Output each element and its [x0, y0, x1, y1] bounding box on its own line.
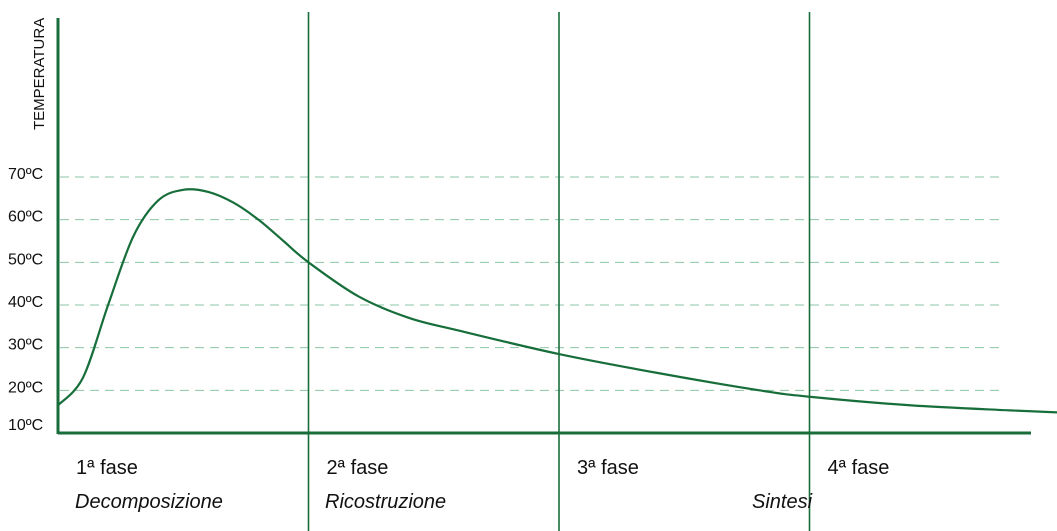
phase-name-label: Sintesi	[752, 491, 813, 513]
phase-number-label: 2ª fase	[327, 457, 389, 479]
phase-number-label: 3ª fase	[577, 457, 639, 479]
y-tick-label: 40ºC	[8, 294, 43, 311]
phase-name-label: Decomposizione	[75, 491, 223, 513]
y-tick-labels: 70ºC 60ºC 50ºC 40ºC 30ºC 20ºC 10ºC	[8, 166, 43, 434]
phase-number-label: 1ª fase	[76, 457, 138, 479]
phase-name-label: Ricostruzione	[325, 491, 446, 513]
y-tick-label: 60ºC	[8, 209, 43, 226]
y-tick-label: 20ºC	[8, 379, 43, 396]
grid-lines	[60, 176, 1002, 391]
phase-labels: 1ª fase Decomposizione 2ª fase Ricostruzion…	[75, 457, 889, 513]
y-tick-label: 10ºC	[8, 417, 43, 434]
y-axis-label: TEMPERATURA	[31, 18, 48, 130]
temperature-curve	[57, 188, 1057, 414]
y-tick-label: 30ºC	[8, 337, 43, 354]
y-tick-label: 70ºC	[8, 166, 43, 183]
phase-dividers	[307, 12, 811, 531]
phase-number-label: 4ª fase	[828, 457, 890, 479]
y-tick-label: 50ºC	[8, 251, 43, 268]
